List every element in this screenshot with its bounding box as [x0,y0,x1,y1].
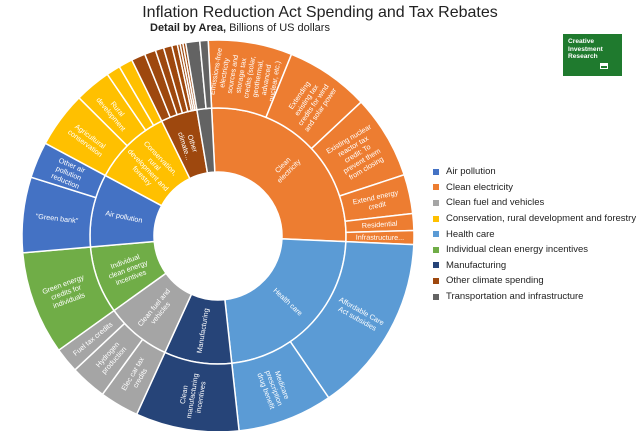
legend-label: Clean fuel and vehicles [446,197,545,209]
chart-subtitle: Detail by Area, Billions of US dollars [150,22,330,34]
legend-label: Individual clean energy incentives [446,244,589,256]
label-infrastructure: Infrastructure... [356,233,404,242]
logo-building-icon [600,63,608,69]
legend-swatch [433,231,439,238]
legend-item-health-care: Health care [433,226,636,242]
chart-legend: Air pollution Clean electricity Clean fuel… [433,164,636,304]
legend-item-transportation-and-infrastructure: Transportation and infrastructure [433,289,636,305]
legend-label: Conservation, rural development and fore… [446,213,637,225]
legend-label: Air pollution [446,166,496,178]
legend-swatch [433,277,439,284]
subtitle-bold: Detail by Area, [150,22,227,34]
legend-item-air-pollution: Air pollution [433,164,636,180]
creative-investment-research-logo: Creative Investment Research [563,34,622,76]
legend-item-manufacturing: Manufacturing [433,258,636,274]
legend-item-clean-electricity: Clean electricity [433,180,636,196]
legend-item-clean-fuel-and-vehicles: Clean fuel and vehicles [433,195,636,211]
legend-swatch [433,168,439,175]
legend-swatch [433,262,439,269]
legend-label: Manufacturing [446,259,507,271]
legend-item-other-climate-spending: Other climate spending [433,273,636,289]
legend-swatch [433,215,439,222]
legend-label: Clean electricity [446,181,514,193]
legend-label: Transportation and infrastructure [446,291,584,303]
legend-label: Other climate spending [446,275,544,287]
segment-transport-2 [198,39,213,110]
legend-swatch [433,184,439,191]
legend-item-individual-clean-energy-incentives: Individual clean energy incentives [433,242,636,258]
logo-line-2: Investment [568,45,603,53]
logo-line-1: Creative [568,38,595,45]
legend-swatch [433,293,439,300]
legend-swatch [433,246,439,253]
logo-line-3: Research [568,53,598,61]
legend-swatch [433,199,439,206]
chart-title: Inflation Reduction Act Spending and Tax… [142,4,498,21]
legend-label: Health care [446,228,495,240]
label-residential-bldg: Residential [362,219,399,231]
subtitle-units: Billions of US dollars [226,22,330,34]
legend-item-conservation-rural-development-and-forestry: Conservation, rural development and fore… [433,211,636,227]
